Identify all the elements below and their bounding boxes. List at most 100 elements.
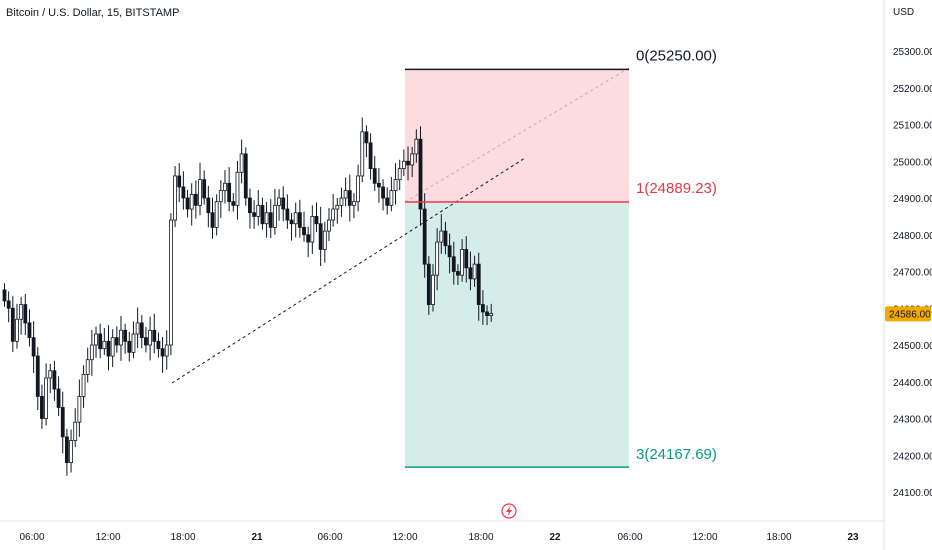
fib-level-label: 0(25250.00) [636, 47, 717, 64]
candle-body [460, 249, 465, 276]
current-price-label: 24586.00 [889, 309, 931, 320]
time-axis: 06:00 12:00 18:00 21 06:00 12:00 18:00 22 06:00 1… [19, 532, 859, 543]
candle-body [6, 300, 11, 309]
candle-body [447, 245, 452, 258]
time-tick-label: 12:00 [692, 532, 717, 543]
candle-body [148, 329, 153, 346]
candle-body [98, 333, 103, 350]
fib-level-label: 3(24167.69) [636, 446, 717, 463]
price-tick-label: 24400.00 [893, 378, 932, 389]
price-tick-label: 25300.00 [893, 47, 932, 58]
candle-body [27, 322, 32, 339]
time-tick-label: 06:00 [617, 532, 642, 543]
candle-body [56, 388, 61, 408]
lightning-icon[interactable] [501, 503, 517, 519]
candle-body [177, 175, 182, 188]
candle-body [85, 359, 90, 375]
candle-body [69, 440, 73, 463]
candle-body [281, 197, 286, 210]
candle-body [173, 175, 177, 221]
candle-body [464, 249, 469, 269]
candle-body [401, 160, 406, 169]
candle-body [160, 348, 165, 357]
candle-body [156, 340, 161, 350]
time-tick-label: 18:00 [766, 532, 791, 543]
price-axis-currency: USD [893, 7, 914, 18]
fib-level-label: 1(24889.23) [636, 180, 717, 197]
candle-body [431, 274, 435, 305]
candle-body [19, 304, 24, 320]
time-tick-label: 18:00 [468, 532, 493, 543]
candle-body [77, 396, 82, 423]
candle-body [331, 208, 336, 221]
candle-body [277, 197, 281, 206]
candle-body [372, 168, 377, 184]
candle-body [252, 212, 257, 217]
dashed-trendline[interactable] [171, 157, 526, 384]
candle-body [385, 197, 390, 206]
symbol-title[interactable]: Bitcoin / U.S. Dollar, 15, BITSTAMP [6, 7, 180, 19]
candle-body [289, 219, 294, 225]
price-tick-label: 24300.00 [893, 415, 932, 426]
candle-body [31, 337, 36, 357]
candle-body [106, 340, 111, 357]
candle-body [293, 212, 298, 225]
price-tick-label: 24700.00 [893, 268, 932, 279]
trendlines [171, 67, 630, 384]
candle-body [231, 201, 236, 206]
candle-body [318, 223, 323, 250]
candle-body [35, 355, 40, 397]
time-tick-label: 23 [847, 532, 859, 543]
candle-body [181, 186, 186, 199]
candle-body [435, 241, 440, 276]
candle-body [443, 230, 448, 247]
target-zone [405, 201, 629, 468]
candle-body [65, 436, 69, 464]
time-tick-label: 06:00 [19, 532, 44, 543]
candle-body [335, 204, 340, 210]
price-tick-label: 24500.00 [893, 341, 932, 352]
candle-body [227, 182, 232, 203]
candle-body [302, 226, 306, 236]
candle-body [127, 340, 132, 353]
current-price-tag: 24586.00 [885, 306, 931, 322]
candle-body [476, 263, 481, 305]
candle-body [73, 421, 78, 441]
time-tick-label: 21 [251, 532, 263, 543]
candle-body [339, 197, 344, 206]
candle-body [368, 142, 373, 170]
candle-body [152, 329, 157, 342]
candle-body [393, 179, 398, 192]
candle-body [243, 153, 248, 199]
candle-body [468, 267, 473, 280]
candle-body [418, 138, 423, 210]
candle-body [352, 201, 356, 206]
price-tick-label: 24900.00 [893, 194, 932, 205]
candle-body [256, 204, 261, 217]
stop-zone [405, 69, 629, 202]
candle-body [15, 318, 19, 342]
candle-body [23, 304, 28, 324]
candle-body [239, 153, 244, 173]
candle-body [218, 190, 223, 203]
candle-body [131, 333, 136, 353]
price-tick-label: 25200.00 [893, 84, 932, 95]
candle-body [52, 370, 57, 390]
candle-body [456, 271, 460, 276]
candle-body [264, 212, 269, 225]
candle-body [139, 322, 144, 339]
fib-trend-line[interactable] [404, 67, 630, 203]
candle-body [268, 212, 273, 228]
candle-body [347, 190, 352, 206]
candle-body [389, 190, 394, 206]
candle-body [381, 186, 385, 199]
candle-body [397, 168, 402, 181]
candle-body [439, 230, 444, 243]
candle-body [343, 190, 348, 199]
candle-body [410, 153, 415, 166]
candle-body [119, 329, 123, 346]
time-tick-label: 18:00 [170, 532, 195, 543]
candle-body [322, 230, 327, 250]
candle-body [422, 208, 427, 265]
